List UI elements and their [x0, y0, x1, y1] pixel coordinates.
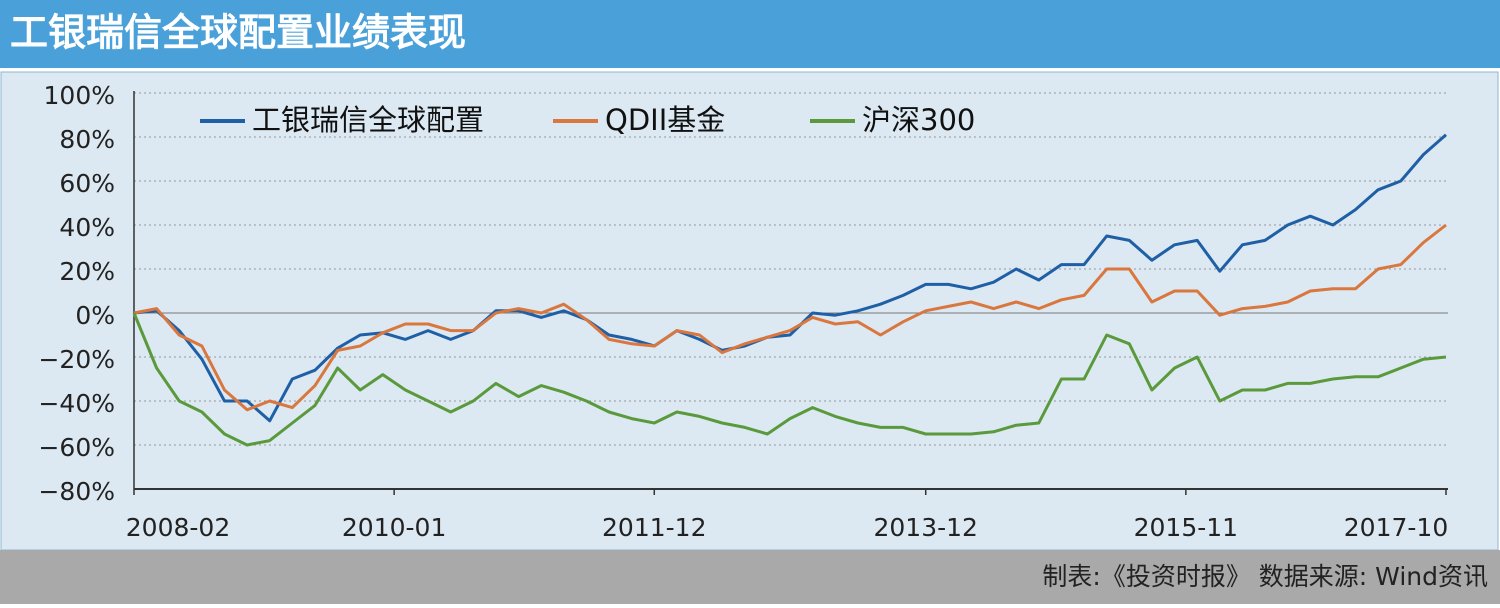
series-line: [133, 223, 1447, 412]
y-tick-label: 20%: [59, 257, 115, 286]
y-tick-label: 60%: [59, 169, 115, 198]
y-tick-label: −80%: [38, 477, 115, 506]
y-tick-label: 40%: [59, 213, 115, 242]
y-tick-label: 100%: [44, 81, 115, 110]
series-line: [133, 133, 1447, 423]
x-tick-label: 2013-12: [873, 513, 977, 542]
chart-title: 工银瑞信全球配置业绩表现: [10, 11, 466, 55]
y-tick-label: −20%: [38, 345, 115, 374]
y-tick-label: −60%: [38, 433, 115, 462]
source-note: 制表:《投资时报》 数据来源: Wind资讯: [1042, 562, 1488, 591]
legend-label: QDII基金: [605, 103, 725, 137]
legend-label: 工银瑞信全球配置: [252, 103, 484, 137]
series-line: [132, 312, 1447, 447]
x-tick-label: 2010-01: [342, 513, 446, 542]
legend-label: 沪深300: [862, 103, 975, 137]
x-tick-label: 2011-12: [602, 513, 706, 542]
x-tick-label: 2008-02: [126, 513, 230, 542]
footer-bar: [0, 550, 1500, 604]
x-tick-label: 2017-10: [1344, 513, 1448, 542]
y-tick-label: 80%: [59, 125, 115, 154]
plot-panel: [0, 71, 1499, 551]
y-tick-label: 0%: [75, 301, 115, 330]
y-tick-label: −40%: [38, 389, 115, 418]
x-tick-label: 2015-11: [1134, 513, 1238, 542]
title-bar: [0, 0, 1500, 68]
